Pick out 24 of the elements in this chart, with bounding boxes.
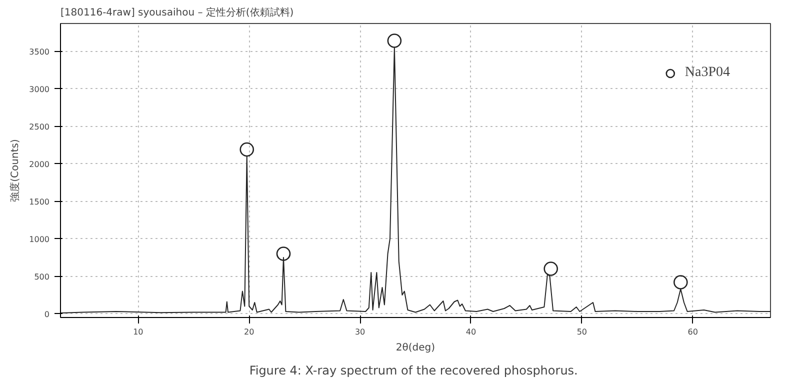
y-tick-label: 1000 (29, 234, 50, 244)
x-tick-label: 10 (133, 328, 144, 336)
x-tick-label: 40 (466, 328, 476, 336)
y-tick-label: 2000 (29, 160, 50, 169)
x-tick-label: 60 (688, 328, 698, 336)
chart-title: [180116-4raw] syousaihou – 定性分析(依頼試料) (60, 6, 294, 18)
y-tick-label: 1500 (29, 197, 50, 206)
point (276, 246, 291, 261)
y-axis-title: 強度(Counts) (9, 139, 22, 202)
x-axis-title: 2θ(deg) (396, 342, 436, 354)
x-tick-label: 50 (576, 328, 588, 336)
y-tick-label: 500 (34, 272, 50, 282)
y-tick-label: 3000 (29, 84, 50, 94)
y-tick-label: 3500 (29, 47, 50, 56)
point (387, 34, 402, 48)
caption: Figure 4: X-ray spectrum of the recovered phosphorus. (249, 364, 578, 378)
x-tick-label: 20 (244, 328, 254, 336)
y-tick-label: 2500 (29, 122, 50, 132)
legend-label: Na3P04 (684, 65, 730, 81)
point (544, 262, 558, 276)
point (673, 275, 688, 290)
x-tick-label: 30 (354, 328, 366, 336)
y-tick-label: 0 (44, 310, 50, 319)
point (240, 142, 254, 157)
